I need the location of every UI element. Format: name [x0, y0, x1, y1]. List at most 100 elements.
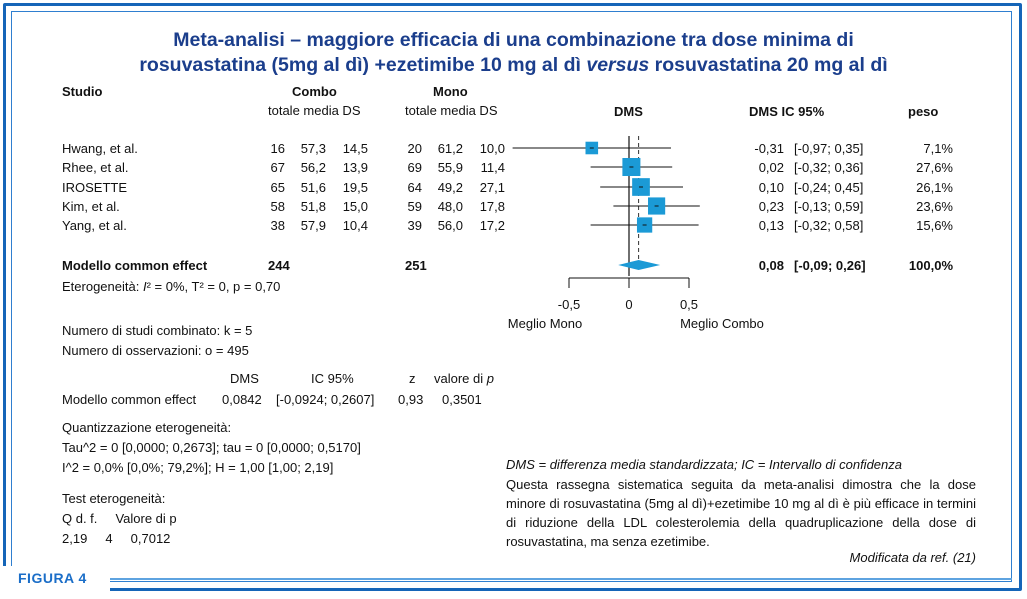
k-line: Numero di studi combinato: k = 5: [62, 323, 253, 338]
heterogeneity-rest: ² = 0%, T² = 0, p = 0,70: [146, 279, 281, 294]
test-header: Q d. f. Valore di p: [62, 511, 177, 526]
figure-title-line1: Meta-analisi – maggiore efficacia di una…: [173, 29, 854, 51]
combo-ds: 14,5: [342, 141, 368, 156]
axis-left-label: Meglio Mono: [507, 316, 583, 331]
x-tick-label: 0,5: [680, 297, 698, 312]
summary-paragraph: Questa rassegna sistematica seguita da m…: [506, 477, 976, 549]
study-name: Rhee, et al.: [62, 160, 129, 175]
study-ci: [-0,97; 0,35]: [794, 141, 864, 156]
header-dms-ic: DMS IC 95%: [749, 104, 825, 119]
figure-label: FIGURA 4: [18, 570, 87, 586]
study-name: Kim, et al.: [62, 199, 120, 214]
summary-peso: 100,0%: [908, 258, 953, 273]
quant-title: Quantizzazione eterogeneità:: [62, 420, 232, 435]
summary-name: Modello common effect: [62, 258, 208, 273]
mono-mean: 48,0: [437, 199, 463, 214]
mono-mean: 61,2: [437, 141, 463, 156]
mono-total: 69: [407, 160, 422, 175]
combo-mean: 56,2: [300, 160, 326, 175]
model-header-p: valore di p: [434, 371, 494, 387]
combo-mean: 57,9: [300, 218, 326, 233]
figure-label-line: [100, 578, 1012, 580]
model-row-p: 0,3501: [442, 392, 482, 407]
study-dms: 0,10: [758, 180, 784, 195]
study-dms: 0,02: [758, 160, 784, 175]
title-line2-italic: versus: [586, 54, 650, 76]
mono-mean: 56,0: [437, 218, 463, 233]
study-ci: [-0,32; 0,58]: [794, 218, 864, 233]
combo-total: 38: [270, 218, 285, 233]
x-tick-label: -0,5: [558, 297, 580, 312]
header-combo: Combo: [292, 84, 337, 99]
study-peso: 15,6%: [916, 218, 953, 233]
combo-total: 65: [270, 180, 285, 195]
combo-mean: 57,3: [300, 141, 326, 156]
model-header-p-prefix: valore di: [434, 371, 487, 386]
test-values: 2,19 4 0,7012: [62, 531, 171, 546]
mono-ds: 27,1: [479, 180, 505, 195]
study-name: IROSETTE: [62, 180, 128, 195]
mono-total: 59: [407, 199, 422, 214]
study-dms: 0,13: [758, 218, 784, 233]
heterogeneity-line: Eterogeneità: I² = 0%, T² = 0, p = 0,70: [62, 279, 280, 295]
common-effect-diamond: [618, 260, 661, 270]
study-ci: [-0,13; 0,59]: [794, 199, 864, 214]
study-name: Yang, et al.: [62, 218, 127, 233]
header-mono: Mono: [433, 84, 468, 99]
test-title: Test eterogeneità:: [62, 491, 166, 506]
o-line: Numero di osservazioni: o = 495: [62, 343, 249, 358]
i2-line: I^2 = 0,0% [0,0%; 79,2%]; H = 1,00 [1,00…: [62, 460, 334, 475]
combo-mean: 51,8: [300, 199, 326, 214]
study-peso: 23,6%: [916, 199, 953, 214]
subheader-combo: totale media DS: [268, 103, 361, 118]
combo-ds: 15,0: [342, 199, 368, 214]
combo-total: 67: [270, 160, 285, 175]
summary-dms: 0,08: [758, 258, 784, 273]
combo-total: 16: [270, 141, 285, 156]
model-header-ic: IC 95%: [311, 371, 354, 386]
study-name: Hwang, et al.: [62, 141, 138, 156]
model-header-p-italic: p: [486, 371, 494, 386]
title-line2-prefix: rosuvastatina (5mg al dì) +ezetimibe 10 …: [139, 54, 587, 76]
study-ci: [-0,24; 0,45]: [794, 180, 864, 195]
model-header-z: z: [409, 371, 416, 386]
model-header-dms: DMS: [230, 371, 259, 386]
study-peso: 27,6%: [916, 160, 953, 175]
tau-line: Tau^2 = 0 [0,0000; 0,2673]; tau = 0 [0,0…: [62, 440, 361, 455]
axis-right-label: Meglio Combo: [680, 316, 764, 331]
mono-mean: 49,2: [437, 180, 463, 195]
combo-total: 58: [270, 199, 285, 214]
title-line2-suffix: rosuvastatina 20 mg al dì: [649, 54, 888, 76]
summary-combo-total: 244: [268, 258, 290, 273]
figure-title-line2: rosuvastatina (5mg al dì) +ezetimibe 10 …: [60, 52, 967, 78]
x-tick-label: 0: [625, 297, 632, 312]
study-ci: [-0,32; 0,36]: [794, 160, 864, 175]
subheader-mono: totale media DS: [405, 103, 498, 118]
model-row-name: Modello common effect: [62, 392, 197, 407]
mono-ds: 17,8: [479, 199, 505, 214]
model-row-dms: 0,0842: [222, 392, 262, 407]
combo-ds: 19,5: [342, 180, 368, 195]
abbreviation-note: DMS = differenza media standardizzata; I…: [506, 457, 902, 472]
study-dms: 0,23: [758, 199, 784, 214]
header-studio: Studio: [62, 84, 103, 99]
mono-mean: 55,9: [437, 160, 463, 175]
heterogeneity-prefix: Eterogeneità:: [62, 279, 143, 294]
inner-frame: [11, 11, 1012, 582]
mono-total: 64: [407, 180, 422, 195]
mono-ds: 11,4: [480, 160, 505, 175]
combo-ds: 10,4: [342, 218, 368, 233]
combo-mean: 51,6: [300, 180, 326, 195]
heterogeneity-i2: I: [142, 279, 147, 294]
mono-total: 20: [407, 141, 422, 156]
mono-ds: 10,0: [479, 141, 505, 156]
model-row-z: 0,93: [398, 392, 424, 407]
header-peso: peso: [908, 104, 939, 119]
mono-ds: 17,2: [479, 218, 505, 233]
header-dms: DMS: [614, 104, 643, 119]
source-note: Modificata da ref. (21): [849, 550, 976, 565]
study-dms: -0,31: [754, 141, 784, 156]
figure-label-box: FIGURA 4: [0, 566, 110, 592]
study-peso: 26,1%: [916, 180, 953, 195]
